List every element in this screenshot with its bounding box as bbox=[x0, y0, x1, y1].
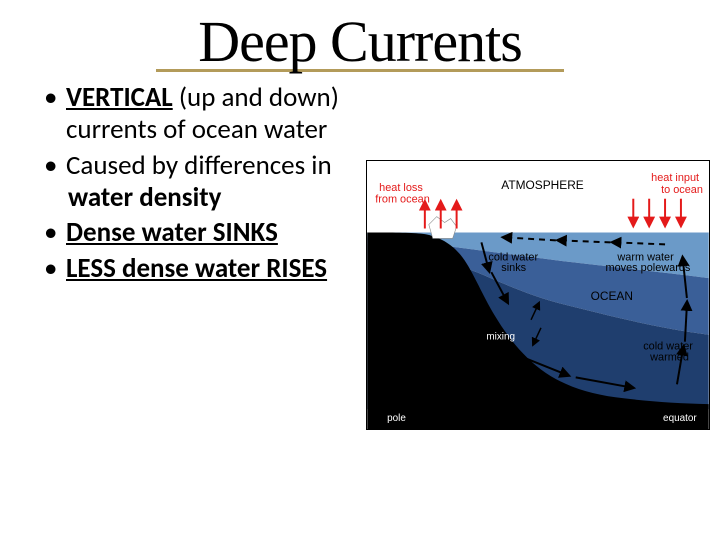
label-heat-input-2: to ocean bbox=[661, 184, 703, 196]
label-heat-loss-2: from ocean bbox=[375, 194, 430, 206]
label-pole: pole bbox=[387, 413, 406, 424]
bullet-4-text: LESS dense water RISES bbox=[66, 252, 327, 285]
label-atmosphere: ATMOSPHERE bbox=[501, 178, 584, 192]
diagram-svg: heat loss from ocean ATMOSPHERE heat inp… bbox=[367, 161, 709, 429]
page-title: Deep Currents bbox=[0, 0, 720, 75]
bullet-1-keyword: VERTICAL bbox=[66, 81, 173, 114]
bullet-2-line1: Caused by differences in bbox=[66, 149, 332, 182]
bullet-3-text: Dense water SINKS bbox=[66, 216, 278, 249]
label-mixing: mixing bbox=[486, 332, 515, 343]
label-equator: equator bbox=[663, 413, 697, 424]
label-cold-sinks-2: sinks bbox=[501, 262, 526, 274]
label-heat-loss-1: heat loss bbox=[379, 182, 423, 194]
bullet-4: LESS dense water RISES bbox=[44, 253, 402, 285]
label-cold-warmed-2: warmed bbox=[649, 352, 689, 364]
label-heat-input-1: heat input bbox=[651, 172, 699, 184]
label-ocean: OCEAN bbox=[591, 289, 633, 303]
thermohaline-diagram: heat loss from ocean ATMOSPHERE heat inp… bbox=[366, 160, 710, 430]
bullet-3: Dense water SINKS bbox=[44, 217, 402, 249]
label-warm-2: moves polewards bbox=[605, 262, 690, 274]
bullet-1: VERTICAL (up and down) currents of ocean… bbox=[44, 82, 402, 146]
bullet-2-line2: water density bbox=[66, 181, 221, 214]
bullet-2: Caused by differences in water density bbox=[44, 150, 402, 214]
